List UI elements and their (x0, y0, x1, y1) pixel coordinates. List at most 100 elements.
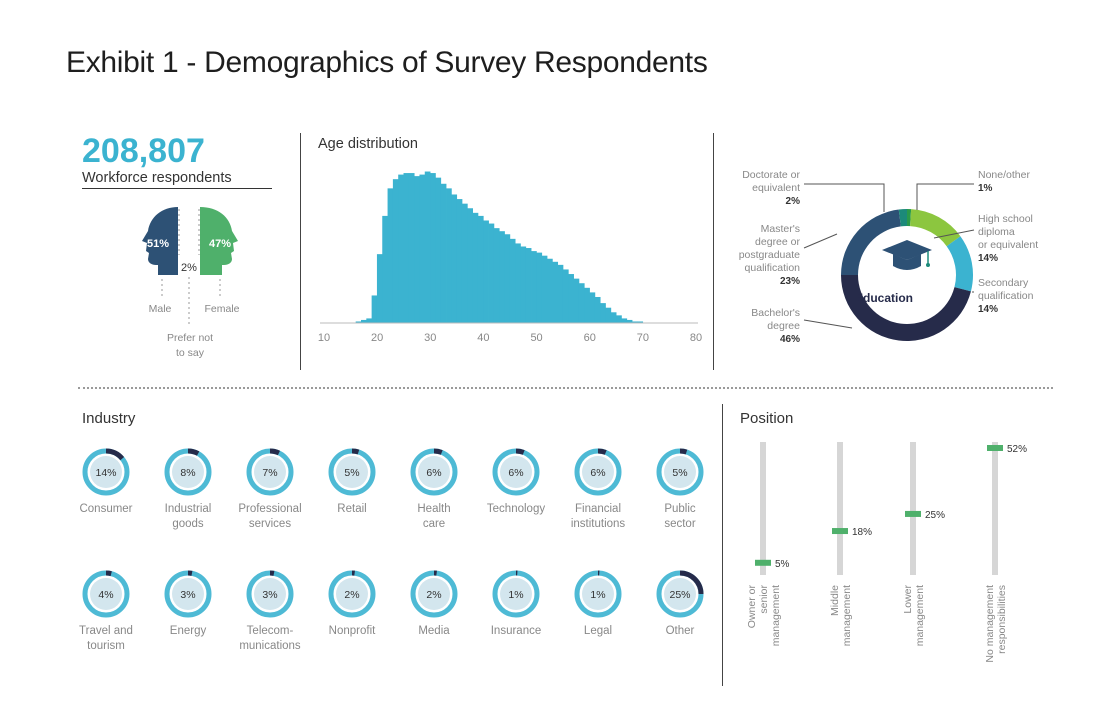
age-bar (355, 321, 362, 323)
education-leader-line (916, 183, 974, 210)
age-bar (419, 174, 426, 323)
age-bar (509, 238, 516, 323)
industry-label: Nonprofit (328, 625, 376, 637)
industry-ring-fill (664, 578, 696, 610)
position-title: Position (740, 410, 794, 427)
position-label: senior (758, 585, 770, 614)
industry-item: 6% Financial institutions (558, 446, 638, 532)
age-bar (493, 228, 500, 323)
education-label: Doctorate or (742, 169, 800, 181)
industry-item: 4% Travel and tourism (66, 568, 146, 654)
age-tick-label: 20 (371, 332, 383, 344)
education-leader-line (804, 183, 885, 212)
age-bar (531, 251, 537, 323)
industry-ring-fill (172, 456, 204, 488)
age-bar (446, 188, 452, 323)
industry-pct: 1% (508, 589, 523, 601)
age-bar (589, 292, 596, 323)
position-track (760, 442, 766, 575)
divider-right (713, 133, 714, 370)
industry-ring: 3% (164, 570, 212, 618)
graduation-cap-icon (882, 240, 932, 270)
education-label: Master's (761, 223, 800, 235)
industry-item: 6% Technology (476, 446, 556, 517)
industry-pct: 5% (344, 467, 359, 479)
section-divider (78, 387, 1053, 389)
education-label: diploma (978, 226, 1015, 238)
age-bar (424, 171, 431, 323)
industry-item: 1% Legal (558, 568, 638, 639)
education-label: High school (978, 213, 1033, 225)
industry-title: Industry (82, 410, 136, 427)
industry-ring-arc (105, 570, 112, 577)
position-label: Lower (902, 585, 914, 614)
age-bar (398, 174, 404, 323)
position-label: management (770, 585, 782, 646)
age-bar (461, 203, 468, 323)
age-bar (637, 321, 644, 323)
age-bar (387, 188, 394, 323)
industry-ring: 5% (656, 448, 704, 496)
education-slice (907, 209, 912, 227)
industry-pct: 6% (508, 467, 523, 479)
age-bar (536, 252, 543, 323)
age-bar (515, 243, 521, 323)
industry-ring-arc (105, 448, 125, 461)
age-bar (499, 231, 505, 323)
industry-item: 5% Retail (312, 446, 392, 517)
age-bar (520, 246, 527, 323)
industry-ring-fill (254, 456, 286, 488)
industry-ring-fill (90, 578, 122, 610)
industry-label: Travel and tourism (79, 625, 133, 652)
industry-item: 1% Insurance (476, 568, 556, 639)
industry-pct: 8% (180, 467, 195, 479)
position-pct: 25% (925, 510, 945, 521)
industry-pct: 2% (426, 589, 441, 601)
education-slice (841, 275, 971, 341)
industry-label: Industrial goods (164, 503, 212, 530)
industry-ring-fill (418, 578, 450, 610)
industry-grid: 14% Consumer 8% Industrial goods 7% Professio… (70, 446, 730, 676)
industry-ring-fill (664, 456, 696, 488)
position-marker (987, 445, 1003, 451)
age-bar (610, 312, 617, 323)
industry-item: 6% Health care (394, 446, 474, 532)
education-label: postgraduate (739, 249, 800, 261)
industry-item: 8% Industrial goods (148, 446, 228, 532)
age-tick-label: 50 (530, 332, 542, 344)
education-pct: 23% (780, 276, 800, 287)
industry-ring-arc (269, 448, 281, 456)
education-slice (898, 209, 907, 227)
age-bar (552, 261, 559, 323)
position-label-group: Lower management (902, 585, 926, 647)
industry-pct: 1% (590, 589, 605, 601)
age-tick-label: 60 (584, 332, 596, 344)
age-bar (414, 176, 420, 323)
age-bar (488, 223, 495, 323)
industry-ring-arc (351, 448, 360, 455)
industry-pct: 6% (590, 467, 605, 479)
industry-ring: 3% (246, 570, 294, 618)
industry-label: Insurance (490, 625, 542, 637)
industry-pct: 5% (672, 467, 687, 479)
industry-item: 25% Other (640, 568, 720, 639)
industry-pct: 3% (262, 589, 277, 601)
prefer-not-label-1: Prefer not (167, 332, 213, 344)
position-pct: 5% (775, 559, 790, 570)
industry-pct: 25% (669, 589, 690, 601)
industry-ring-arc (679, 448, 688, 455)
education-label: equivalent (752, 182, 800, 194)
industry-pct: 3% (180, 589, 195, 601)
age-bar (594, 296, 601, 323)
age-bar (392, 179, 399, 323)
position-track (837, 442, 843, 575)
age-bar (568, 274, 574, 323)
position-pct: 18% (852, 527, 872, 538)
industry-item: 7% Professional services (230, 446, 310, 532)
industry-label: Telecom- munications (239, 625, 301, 652)
position-marker (905, 510, 921, 517)
industry-label: Energy (169, 625, 207, 637)
industry-ring-arc (433, 448, 443, 455)
age-bar (578, 283, 585, 323)
education-label: or equivalent (978, 239, 1038, 251)
